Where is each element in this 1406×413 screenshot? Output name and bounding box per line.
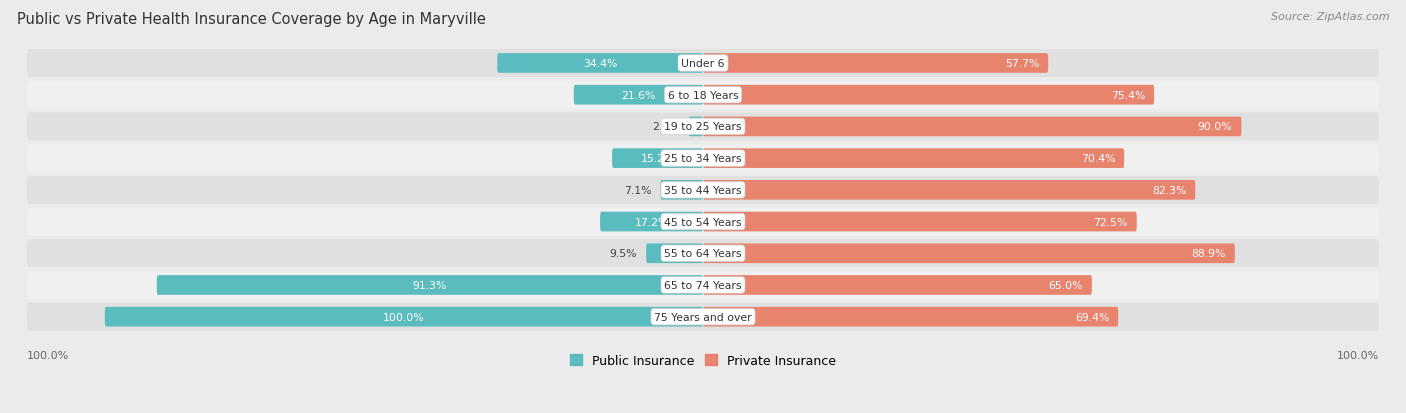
FancyBboxPatch shape bbox=[27, 145, 1379, 173]
Text: 35 to 44 Years: 35 to 44 Years bbox=[664, 185, 742, 195]
Text: 2.4%: 2.4% bbox=[652, 122, 679, 132]
Text: 21.6%: 21.6% bbox=[621, 90, 655, 100]
FancyBboxPatch shape bbox=[703, 54, 1049, 74]
FancyBboxPatch shape bbox=[647, 244, 703, 263]
FancyBboxPatch shape bbox=[27, 208, 1379, 236]
FancyBboxPatch shape bbox=[703, 244, 1234, 263]
Text: 100.0%: 100.0% bbox=[1337, 350, 1379, 360]
FancyBboxPatch shape bbox=[612, 149, 703, 169]
FancyBboxPatch shape bbox=[703, 212, 1136, 232]
FancyBboxPatch shape bbox=[703, 275, 1092, 295]
Text: 69.4%: 69.4% bbox=[1074, 312, 1109, 322]
Text: Public vs Private Health Insurance Coverage by Age in Maryville: Public vs Private Health Insurance Cover… bbox=[17, 12, 485, 27]
FancyBboxPatch shape bbox=[703, 117, 1241, 137]
Text: 6 to 18 Years: 6 to 18 Years bbox=[668, 90, 738, 100]
FancyBboxPatch shape bbox=[703, 85, 1154, 105]
FancyBboxPatch shape bbox=[157, 275, 703, 295]
Text: 100.0%: 100.0% bbox=[27, 350, 69, 360]
Text: 25 to 34 Years: 25 to 34 Years bbox=[664, 154, 742, 164]
Text: 57.7%: 57.7% bbox=[1005, 59, 1039, 69]
Legend: Public Insurance, Private Insurance: Public Insurance, Private Insurance bbox=[565, 349, 841, 372]
Text: 72.5%: 72.5% bbox=[1094, 217, 1128, 227]
Text: 88.9%: 88.9% bbox=[1191, 249, 1226, 259]
Text: 65 to 74 Years: 65 to 74 Years bbox=[664, 280, 742, 290]
FancyBboxPatch shape bbox=[703, 149, 1125, 169]
Text: 9.5%: 9.5% bbox=[610, 249, 637, 259]
FancyBboxPatch shape bbox=[27, 50, 1379, 78]
FancyBboxPatch shape bbox=[27, 240, 1379, 268]
Text: Under 6: Under 6 bbox=[682, 59, 724, 69]
Text: 75.4%: 75.4% bbox=[1111, 90, 1144, 100]
Text: 70.4%: 70.4% bbox=[1081, 154, 1115, 164]
FancyBboxPatch shape bbox=[104, 307, 703, 327]
Text: 75 Years and over: 75 Years and over bbox=[654, 312, 752, 322]
FancyBboxPatch shape bbox=[27, 176, 1379, 204]
FancyBboxPatch shape bbox=[498, 54, 703, 74]
FancyBboxPatch shape bbox=[27, 303, 1379, 331]
FancyBboxPatch shape bbox=[27, 81, 1379, 109]
FancyBboxPatch shape bbox=[27, 113, 1379, 141]
Text: 7.1%: 7.1% bbox=[624, 185, 651, 195]
Text: 100.0%: 100.0% bbox=[382, 312, 425, 322]
Text: 17.2%: 17.2% bbox=[634, 217, 669, 227]
Text: 65.0%: 65.0% bbox=[1049, 280, 1083, 290]
Text: 91.3%: 91.3% bbox=[413, 280, 447, 290]
FancyBboxPatch shape bbox=[574, 85, 703, 105]
Text: 55 to 64 Years: 55 to 64 Years bbox=[664, 249, 742, 259]
FancyBboxPatch shape bbox=[703, 180, 1195, 200]
Text: 15.2%: 15.2% bbox=[640, 154, 675, 164]
FancyBboxPatch shape bbox=[27, 271, 1379, 299]
Text: 19 to 25 Years: 19 to 25 Years bbox=[664, 122, 742, 132]
Text: Source: ZipAtlas.com: Source: ZipAtlas.com bbox=[1271, 12, 1389, 22]
Text: 82.3%: 82.3% bbox=[1152, 185, 1187, 195]
Text: 34.4%: 34.4% bbox=[583, 59, 617, 69]
Text: 90.0%: 90.0% bbox=[1198, 122, 1233, 132]
FancyBboxPatch shape bbox=[703, 307, 1118, 327]
Text: 45 to 54 Years: 45 to 54 Years bbox=[664, 217, 742, 227]
FancyBboxPatch shape bbox=[661, 180, 703, 200]
FancyBboxPatch shape bbox=[600, 212, 703, 232]
FancyBboxPatch shape bbox=[689, 117, 703, 137]
